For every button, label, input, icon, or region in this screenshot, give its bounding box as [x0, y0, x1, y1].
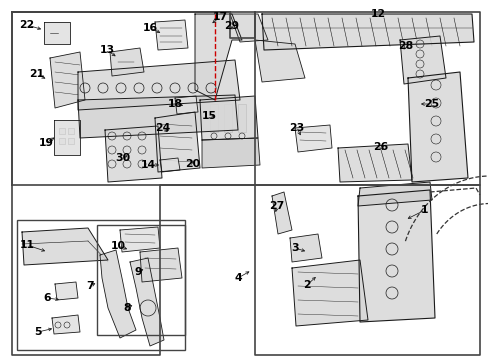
Polygon shape [50, 52, 85, 108]
Polygon shape [55, 282, 78, 300]
Text: 20: 20 [185, 159, 200, 169]
Text: 5: 5 [34, 327, 41, 337]
Polygon shape [357, 190, 434, 322]
Text: 13: 13 [99, 45, 114, 55]
Text: 27: 27 [269, 201, 284, 211]
Polygon shape [399, 36, 445, 84]
Polygon shape [52, 315, 80, 334]
Text: 12: 12 [370, 9, 385, 19]
Polygon shape [294, 125, 331, 152]
Polygon shape [110, 48, 143, 76]
Text: 16: 16 [142, 23, 157, 33]
Polygon shape [200, 96, 258, 140]
Text: 7: 7 [86, 281, 94, 291]
Text: 24: 24 [155, 123, 170, 133]
Bar [238, 104, 245, 132]
Polygon shape [289, 234, 321, 262]
Text: 6: 6 [43, 293, 51, 303]
Polygon shape [357, 182, 431, 206]
Polygon shape [175, 96, 198, 114]
Bar [59, 128, 65, 134]
Bar [59, 138, 65, 144]
Polygon shape [262, 14, 473, 50]
Text: 28: 28 [398, 41, 413, 51]
Text: 10: 10 [110, 241, 125, 251]
Polygon shape [155, 20, 187, 50]
Polygon shape [155, 112, 200, 172]
Polygon shape [202, 138, 260, 168]
Text: 17: 17 [212, 12, 227, 22]
Polygon shape [140, 248, 182, 282]
Text: 9: 9 [134, 267, 142, 277]
Text: 2: 2 [303, 280, 310, 290]
Text: 11: 11 [20, 240, 35, 250]
Polygon shape [407, 72, 467, 182]
Polygon shape [130, 258, 163, 346]
Polygon shape [160, 158, 180, 172]
Bar [209, 104, 218, 132]
Bar [68, 138, 74, 144]
Text: 29: 29 [224, 21, 239, 31]
Polygon shape [105, 126, 162, 182]
Text: 19: 19 [39, 138, 53, 148]
Polygon shape [78, 60, 240, 110]
Text: 25: 25 [424, 99, 439, 109]
Polygon shape [271, 192, 291, 234]
Text: 18: 18 [167, 99, 182, 109]
Text: 21: 21 [29, 69, 44, 79]
Text: 22: 22 [20, 20, 35, 30]
Polygon shape [78, 95, 238, 138]
Polygon shape [254, 40, 305, 82]
Polygon shape [195, 14, 242, 100]
Bar [17, 220, 184, 350]
Text: 4: 4 [234, 273, 242, 283]
Text: 15: 15 [201, 111, 216, 121]
Polygon shape [291, 260, 367, 326]
Bar [68, 128, 74, 134]
Text: 14: 14 [140, 160, 155, 170]
Polygon shape [100, 250, 136, 338]
Polygon shape [337, 144, 411, 182]
Text: 8: 8 [123, 303, 130, 313]
Text: 26: 26 [373, 142, 388, 152]
Polygon shape [22, 228, 108, 265]
Polygon shape [54, 120, 80, 155]
Polygon shape [229, 14, 267, 42]
Bar [97, 225, 184, 335]
Text: 23: 23 [289, 123, 304, 133]
Polygon shape [44, 22, 70, 44]
Text: 3: 3 [290, 243, 298, 253]
Text: 1: 1 [420, 205, 428, 215]
Polygon shape [120, 227, 160, 252]
Text: 30: 30 [115, 153, 130, 163]
Bar [224, 104, 231, 132]
